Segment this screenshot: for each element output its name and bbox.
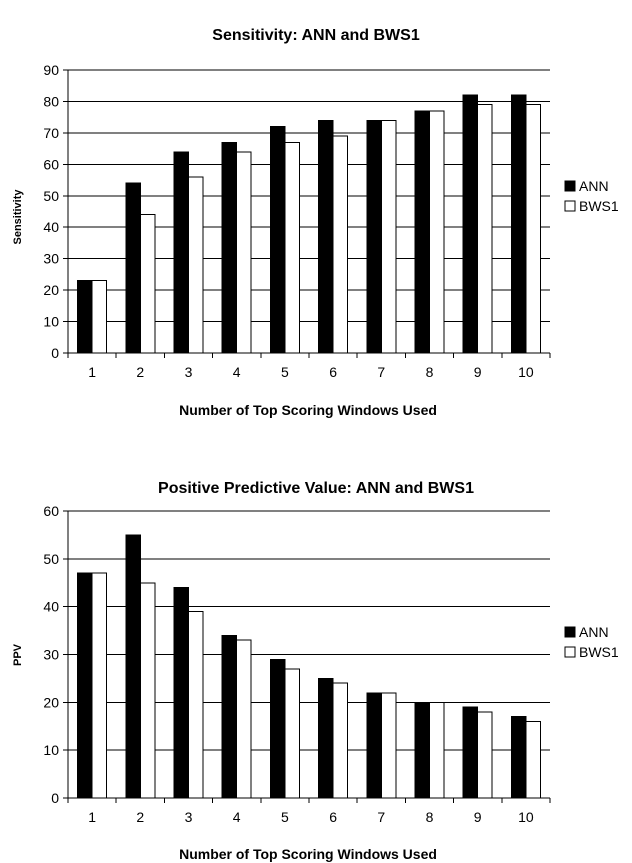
chart2-bar-bws1-10 <box>525 720 541 799</box>
chart1-bar-bws1-5 <box>284 141 300 354</box>
chart2-legend-swatch-ann <box>564 626 576 638</box>
chart2-xtick-label: 9 <box>474 809 482 825</box>
chart1-legend-label-bws1: BWS1 <box>579 198 619 214</box>
chart1-bar-bws1-7 <box>380 119 397 354</box>
chart1-bar-bws1-2 <box>139 214 156 354</box>
chart2-bar-bws1-2 <box>139 582 156 799</box>
chart2-bar-ann-9 <box>462 706 479 799</box>
chart1-xtick-label: 2 <box>136 364 144 380</box>
chart2-bar-bws1-1 <box>91 572 108 799</box>
chart1-bar-ann-5 <box>269 126 286 354</box>
chart1-legend-swatch-ann <box>564 180 576 192</box>
chart2-ytick-label: 40 <box>43 599 59 615</box>
chart1-xtick-label: 8 <box>426 364 434 380</box>
chart1-title: Sensitivity: ANN and BWS1 <box>212 27 420 44</box>
chart2-legend-label-ann: ANN <box>579 624 609 640</box>
chart1-ytick-label: 90 <box>43 62 59 78</box>
chart2-bar-bws1-4 <box>236 639 252 799</box>
chart1-ytick-label: 0 <box>51 345 59 361</box>
chart1-ytick-label: 40 <box>43 219 59 235</box>
chart1-ytick-label: 50 <box>43 188 59 204</box>
chart2-bar-bws1-7 <box>380 692 397 799</box>
chart1-bar-ann-1 <box>77 280 93 354</box>
chart1-legend: ANN BWS1 <box>564 178 619 214</box>
chart2-title: Positive Predictive Value: ANN and BWS1 <box>158 480 474 497</box>
chart2-ytick-label: 10 <box>43 742 59 758</box>
chart1-legend-swatch-bws1 <box>564 200 576 212</box>
chart2-bar-ann-2 <box>125 534 141 799</box>
chart2-legend-swatch-bws1 <box>564 646 576 658</box>
chart2-bar-bws1-9 <box>477 711 493 799</box>
chart1-legend-label-ann: ANN <box>579 178 609 194</box>
chart1-bar-bws1-1 <box>91 280 108 354</box>
chart1-bar-bws1-8 <box>429 110 445 354</box>
chart2-ytick-label: 0 <box>51 790 59 806</box>
chart1-bar-ann-8 <box>414 110 430 354</box>
chart2-xtick-label: 4 <box>233 809 241 825</box>
chart1-ytick-label: 70 <box>43 125 59 141</box>
chart1-plot: 0 10 20 30 40 50 60 70 80 90 1 2 3 4 5 6 7 8 9 10 <box>43 62 551 380</box>
chart2-ytick-label: 60 <box>43 503 59 519</box>
chart1-bar-ann-9 <box>462 94 479 354</box>
chart1-bar-ann-7 <box>366 119 382 354</box>
chart1-bar-bws1-4 <box>236 151 252 354</box>
chart1-bar-ann-4 <box>221 141 238 354</box>
chart1-xtick-label: 1 <box>88 364 96 380</box>
chart1-xtick-label: 9 <box>474 364 482 380</box>
chart2-xtick-label: 5 <box>281 809 289 825</box>
chart1-ytick-label: 30 <box>43 251 59 267</box>
chart2-bar-ann-3 <box>173 587 189 799</box>
chart1-bar-ann-10 <box>510 94 527 354</box>
chart1-bar-ann-3 <box>173 151 189 354</box>
chart2-xtick-label: 2 <box>136 809 144 825</box>
chart1-bar-ann-2 <box>125 182 141 354</box>
chart1-ylabel: Sensitivity <box>12 189 24 245</box>
chart2-bar-bws1-8 <box>429 701 445 799</box>
chart2-ylabel: PPV <box>12 643 24 666</box>
chart2-bar-bws1-3 <box>188 610 204 799</box>
chart2-xtick-label: 6 <box>329 809 337 825</box>
chart1-ytick-label: 60 <box>43 156 59 172</box>
chart2-bar-ann-6 <box>318 677 334 799</box>
chart2-ytick-label: 50 <box>43 551 59 567</box>
chart1-xlabel: Number of Top Scoring Windows Used <box>179 402 437 418</box>
chart2-ytick-label: 30 <box>43 647 59 663</box>
chart1-xtick-label: 10 <box>518 364 534 380</box>
chart2-bar-ann-8 <box>414 701 430 799</box>
chart1-xtick-label: 4 <box>233 364 241 380</box>
chart1-bar-bws1-3 <box>188 176 204 354</box>
chart1-bar-ann-6 <box>318 119 334 354</box>
chart2-bar-ann-7 <box>366 692 382 799</box>
chart1-ytick-label: 80 <box>43 93 59 109</box>
chart2-xtick-label: 1 <box>88 809 96 825</box>
chart2-legend: ANN BWS1 <box>564 624 619 660</box>
chart2-bar-ann-1 <box>77 572 93 799</box>
chart2-xtick-label: 3 <box>185 809 193 825</box>
chart1-xtick-label: 7 <box>377 364 385 380</box>
chart2-bar-ann-5 <box>269 658 286 799</box>
chart2-xtick-label: 8 <box>426 809 434 825</box>
chart2-bar-ann-4 <box>221 634 238 799</box>
chart1-xtick-label: 6 <box>329 364 337 380</box>
chart1-ytick-label: 20 <box>43 282 59 298</box>
chart2-legend-label-bws1: BWS1 <box>579 644 619 660</box>
chart2-xtick-label: 10 <box>518 809 534 825</box>
chart2-bar-ann-10 <box>510 716 527 799</box>
chart1-ytick-label: 10 <box>43 314 59 330</box>
chart1-bar-bws1-6 <box>332 135 349 354</box>
chart2-ytick-label: 20 <box>43 694 59 710</box>
chart2-plot: 0 10 20 30 40 50 60 1 2 3 4 5 6 7 8 9 10 <box>43 503 551 825</box>
chart1-xtick-label: 5 <box>281 364 289 380</box>
chart1-bar-bws1-9 <box>477 104 493 354</box>
chart1-bar-bws1-10 <box>525 104 541 354</box>
chart1-xtick-label: 3 <box>185 364 193 380</box>
chart2-xtick-label: 7 <box>377 809 385 825</box>
chart2-bar-bws1-5 <box>284 668 300 799</box>
chart2-xlabel: Number of Top Scoring Windows Used <box>179 846 437 862</box>
chart2-bar-bws1-6 <box>332 682 349 799</box>
